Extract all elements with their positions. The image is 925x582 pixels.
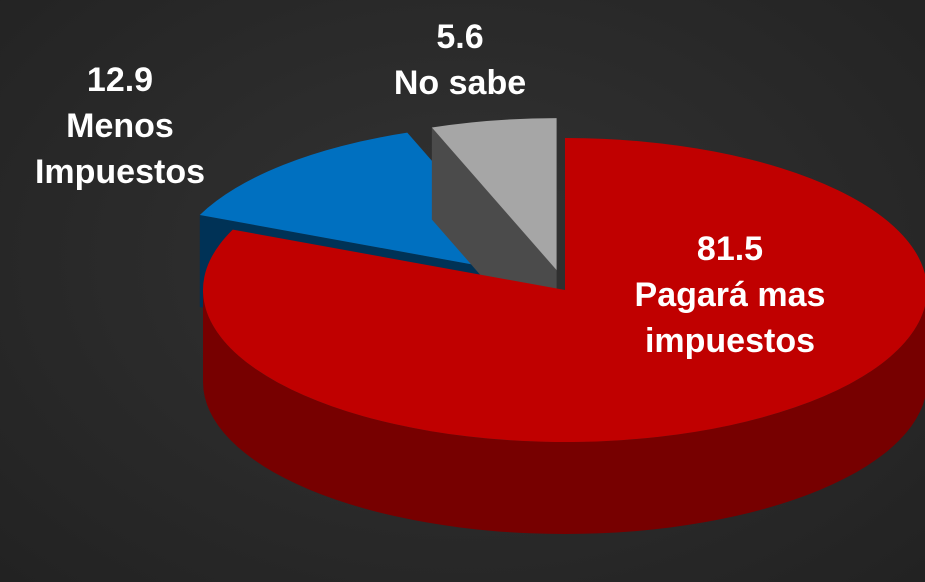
category-label: Pagará mas impuestos xyxy=(634,276,826,360)
value-label: 12.9 xyxy=(86,61,154,99)
slice xyxy=(199,132,533,276)
category-label: Menos Impuestos xyxy=(34,107,206,191)
slice xyxy=(431,118,557,271)
data-label: 81.5 Pagará mas impuestos xyxy=(600,226,860,364)
value-label: 81.5 xyxy=(696,230,764,268)
data-label: 12.9 Menos Impuestos xyxy=(5,57,235,195)
category-label: No sabe xyxy=(393,64,527,102)
slice xyxy=(203,138,925,442)
value-label: 5.6 xyxy=(436,18,484,56)
data-label: 5.6 No sabe xyxy=(350,14,570,106)
slice-wall xyxy=(203,290,925,534)
